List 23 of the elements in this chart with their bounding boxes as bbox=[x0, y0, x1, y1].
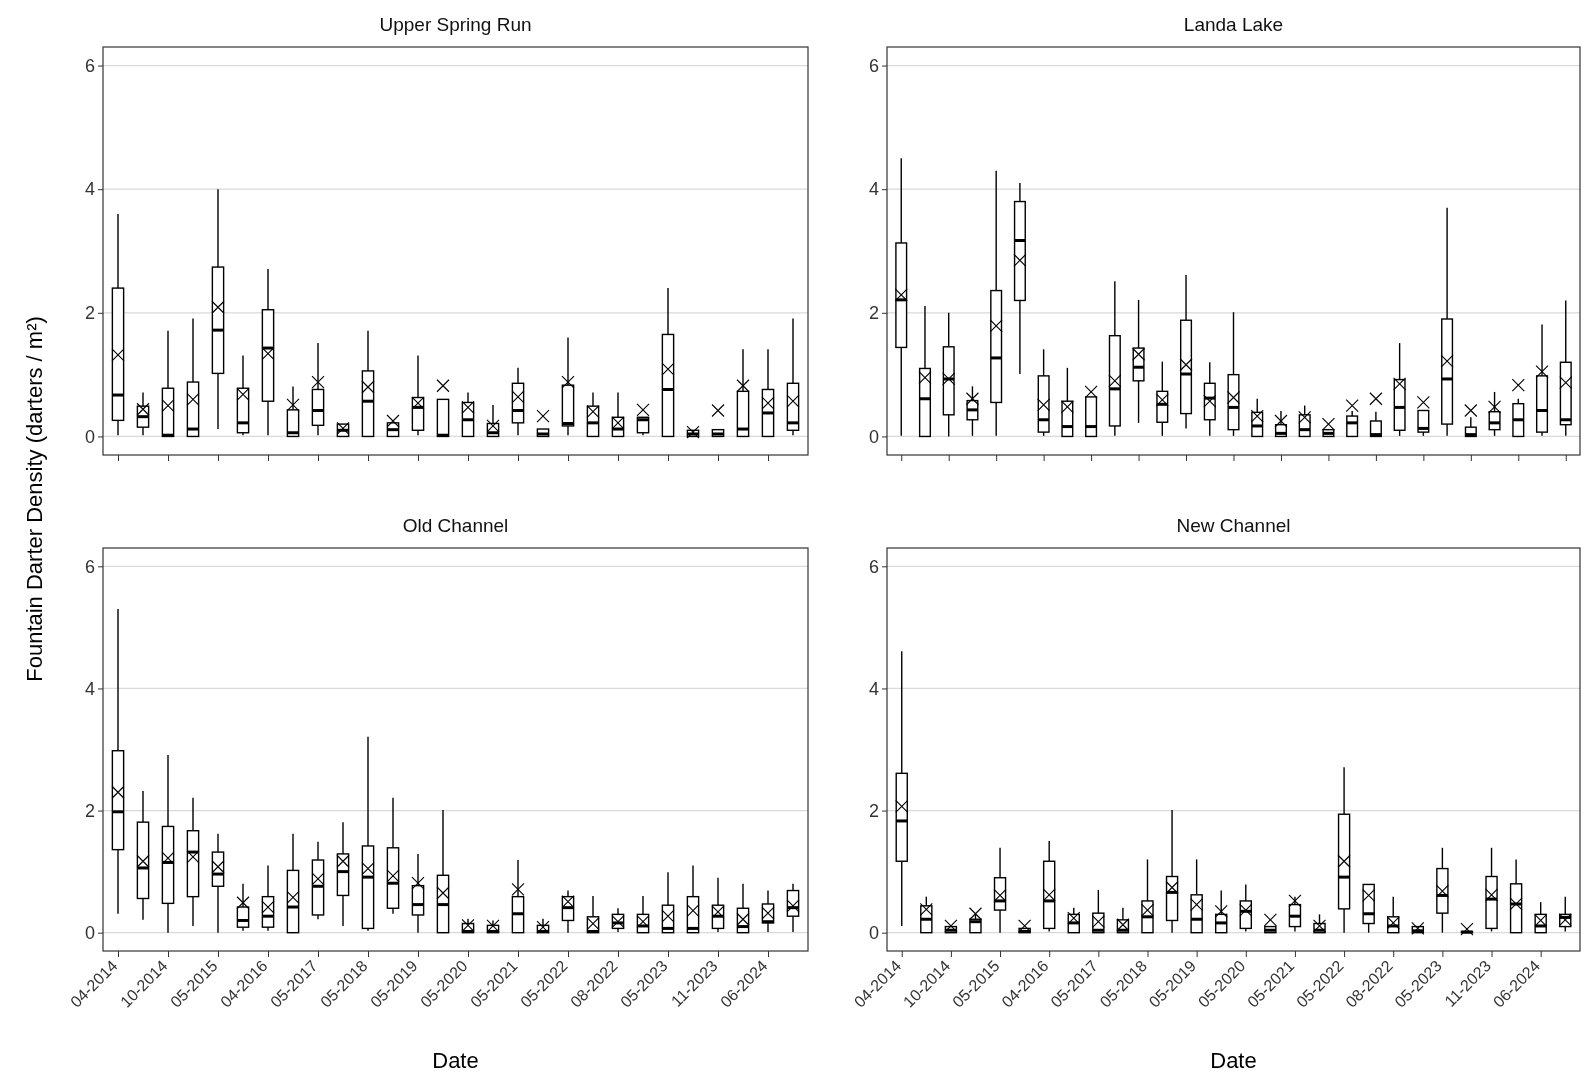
y-tick-label: 4 bbox=[84, 179, 95, 200]
y-tick-label: 2 bbox=[868, 800, 879, 821]
y-tick-label: 6 bbox=[868, 556, 879, 577]
y-tick-label: 6 bbox=[868, 55, 879, 76]
chart-title: Upper Spring Run bbox=[379, 14, 532, 35]
y-tick-label: 0 bbox=[868, 426, 879, 447]
y-tick-label: 2 bbox=[84, 800, 95, 821]
y-tick-label: 2 bbox=[84, 303, 95, 324]
y-tick-label: 6 bbox=[84, 55, 95, 76]
y-axis-title: Fountain Darter Density (darters / m²) bbox=[22, 316, 47, 682]
y-tick-label: 2 bbox=[868, 303, 879, 324]
y-tick-label: 0 bbox=[84, 426, 95, 447]
y-tick-label: 0 bbox=[868, 922, 879, 943]
chart-title: Old Channel bbox=[402, 515, 509, 536]
y-tick-label: 4 bbox=[868, 179, 879, 200]
y-tick-label: 0 bbox=[84, 922, 95, 943]
x-axis-title: Date bbox=[432, 1048, 479, 1073]
x-axis-title: Date bbox=[1210, 1048, 1257, 1073]
y-tick-label: 4 bbox=[868, 678, 879, 699]
y-tick-label: 6 bbox=[84, 556, 95, 577]
y-tick-label: 4 bbox=[84, 678, 95, 699]
chart-title: New Channel bbox=[1176, 515, 1291, 536]
chart-title: Landa Lake bbox=[1183, 14, 1284, 35]
